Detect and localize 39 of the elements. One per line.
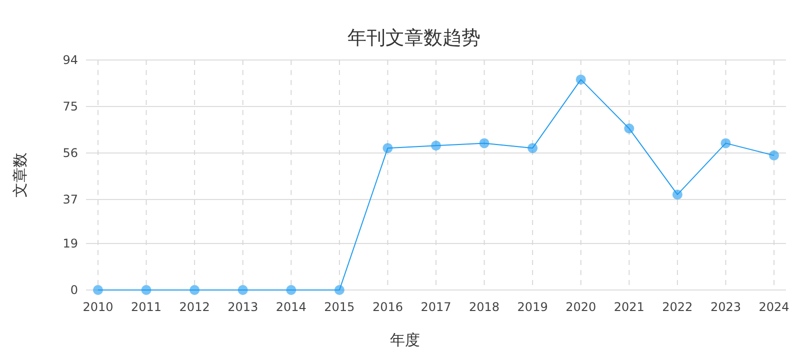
point xyxy=(769,150,779,160)
y-axis-title: 文章数 xyxy=(11,152,29,198)
x-tick-label: 2013 xyxy=(228,300,258,314)
chart-title: 年刊文章数趋势 xyxy=(348,27,480,49)
x-tick-label: 2012 xyxy=(179,300,210,314)
point xyxy=(93,285,103,295)
x-tick-label: 2014 xyxy=(276,300,306,314)
x-tick-label: 2019 xyxy=(517,300,548,314)
x-tick-label: 2010 xyxy=(82,300,114,314)
x-tick-label: 2020 xyxy=(566,300,596,314)
point xyxy=(672,190,682,200)
y-tick-label: 94 xyxy=(62,53,78,67)
x-tick-label: 2022 xyxy=(662,300,693,314)
point xyxy=(238,285,248,295)
point xyxy=(720,138,731,148)
x-axis-title: 年度 xyxy=(390,331,420,349)
x-tick-label: 2015 xyxy=(324,300,355,314)
point xyxy=(576,74,586,85)
point xyxy=(479,138,490,148)
y-tick-label: 0 xyxy=(70,283,78,297)
y-tick-label: 56 xyxy=(62,146,78,160)
x-tick-label: 2024 xyxy=(758,300,790,314)
point xyxy=(286,285,296,295)
x-tick-label: 2023 xyxy=(710,300,741,314)
x-tick-label: 2016 xyxy=(372,300,403,314)
point xyxy=(431,140,441,151)
point xyxy=(190,285,200,295)
y-tick-label: 37 xyxy=(62,192,78,206)
point xyxy=(334,285,344,295)
point xyxy=(382,143,393,154)
point xyxy=(141,285,152,295)
x-tick-label: 2021 xyxy=(614,300,644,314)
x-tick-label: 2018 xyxy=(469,300,500,314)
x-tick-label: 2011 xyxy=(131,300,162,314)
x-tick-label: 2017 xyxy=(420,300,452,314)
y-tick-label: 75 xyxy=(62,99,78,114)
y-tick-label: 19 xyxy=(62,236,78,251)
point xyxy=(624,124,634,134)
point xyxy=(528,143,538,154)
